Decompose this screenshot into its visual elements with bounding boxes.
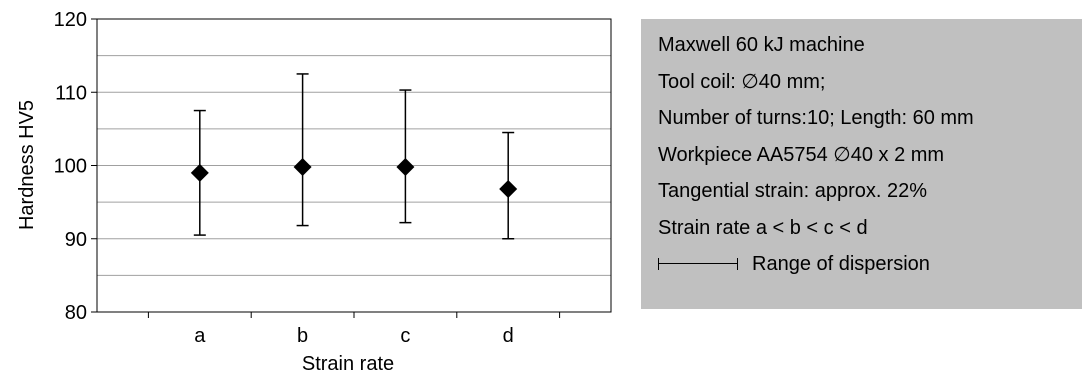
y-axis-label: Hardness HV5 [16,100,38,230]
legend-dispersion-key: Range of dispersion [658,246,1082,283]
x-tick-label: c [400,325,410,347]
y-tick-label: 80 [65,302,87,324]
y-tick-label: 100 [54,156,87,178]
legend-workpiece: Workpiece AA5754 ∅40 x 2 mm [658,143,945,166]
y-axis-ticks: 80 90 100 110 120 [54,9,97,324]
range-bar-icon [658,258,738,271]
y-tick-label: 110 [55,82,87,104]
x-tick-label: b [297,325,308,347]
legend-dispersion-label: Range of dispersion [752,253,930,275]
legend-box: Maxwell 60 kJ machine Tool coil: ∅40 mm;… [641,19,1082,309]
range-bar [399,89,412,224]
legend-turns-length: Number of turns:10; Length: 60 mm [658,107,974,129]
hardness-chart: 80 90 100 110 120 a b c d Strain rate Hardness … [16,9,612,375]
legend-tool-coil: Tool coil: ∅40 mm; [658,70,826,93]
x-axis-ticks: a b c d [147,312,561,347]
legend-tangential-strain: Tangential strain: approx. 22% [658,180,928,202]
x-tick-label: d [503,325,514,347]
data-point [190,163,209,182]
range-bar [296,73,309,227]
grid-lines [97,55,611,276]
data-point [293,157,312,176]
data-point [499,179,518,198]
y-tick-label: 120 [54,9,87,31]
y-tick-label: 90 [65,229,87,251]
legend-strain-rate-order: Strain rate a < b < c < d [658,216,868,239]
x-axis-label: Strain rate [302,353,394,375]
data-point [396,157,415,176]
data-marks [190,73,518,240]
legend-machine: Maxwell 60 kJ machine [658,34,865,56]
x-tick-label: a [194,325,206,347]
